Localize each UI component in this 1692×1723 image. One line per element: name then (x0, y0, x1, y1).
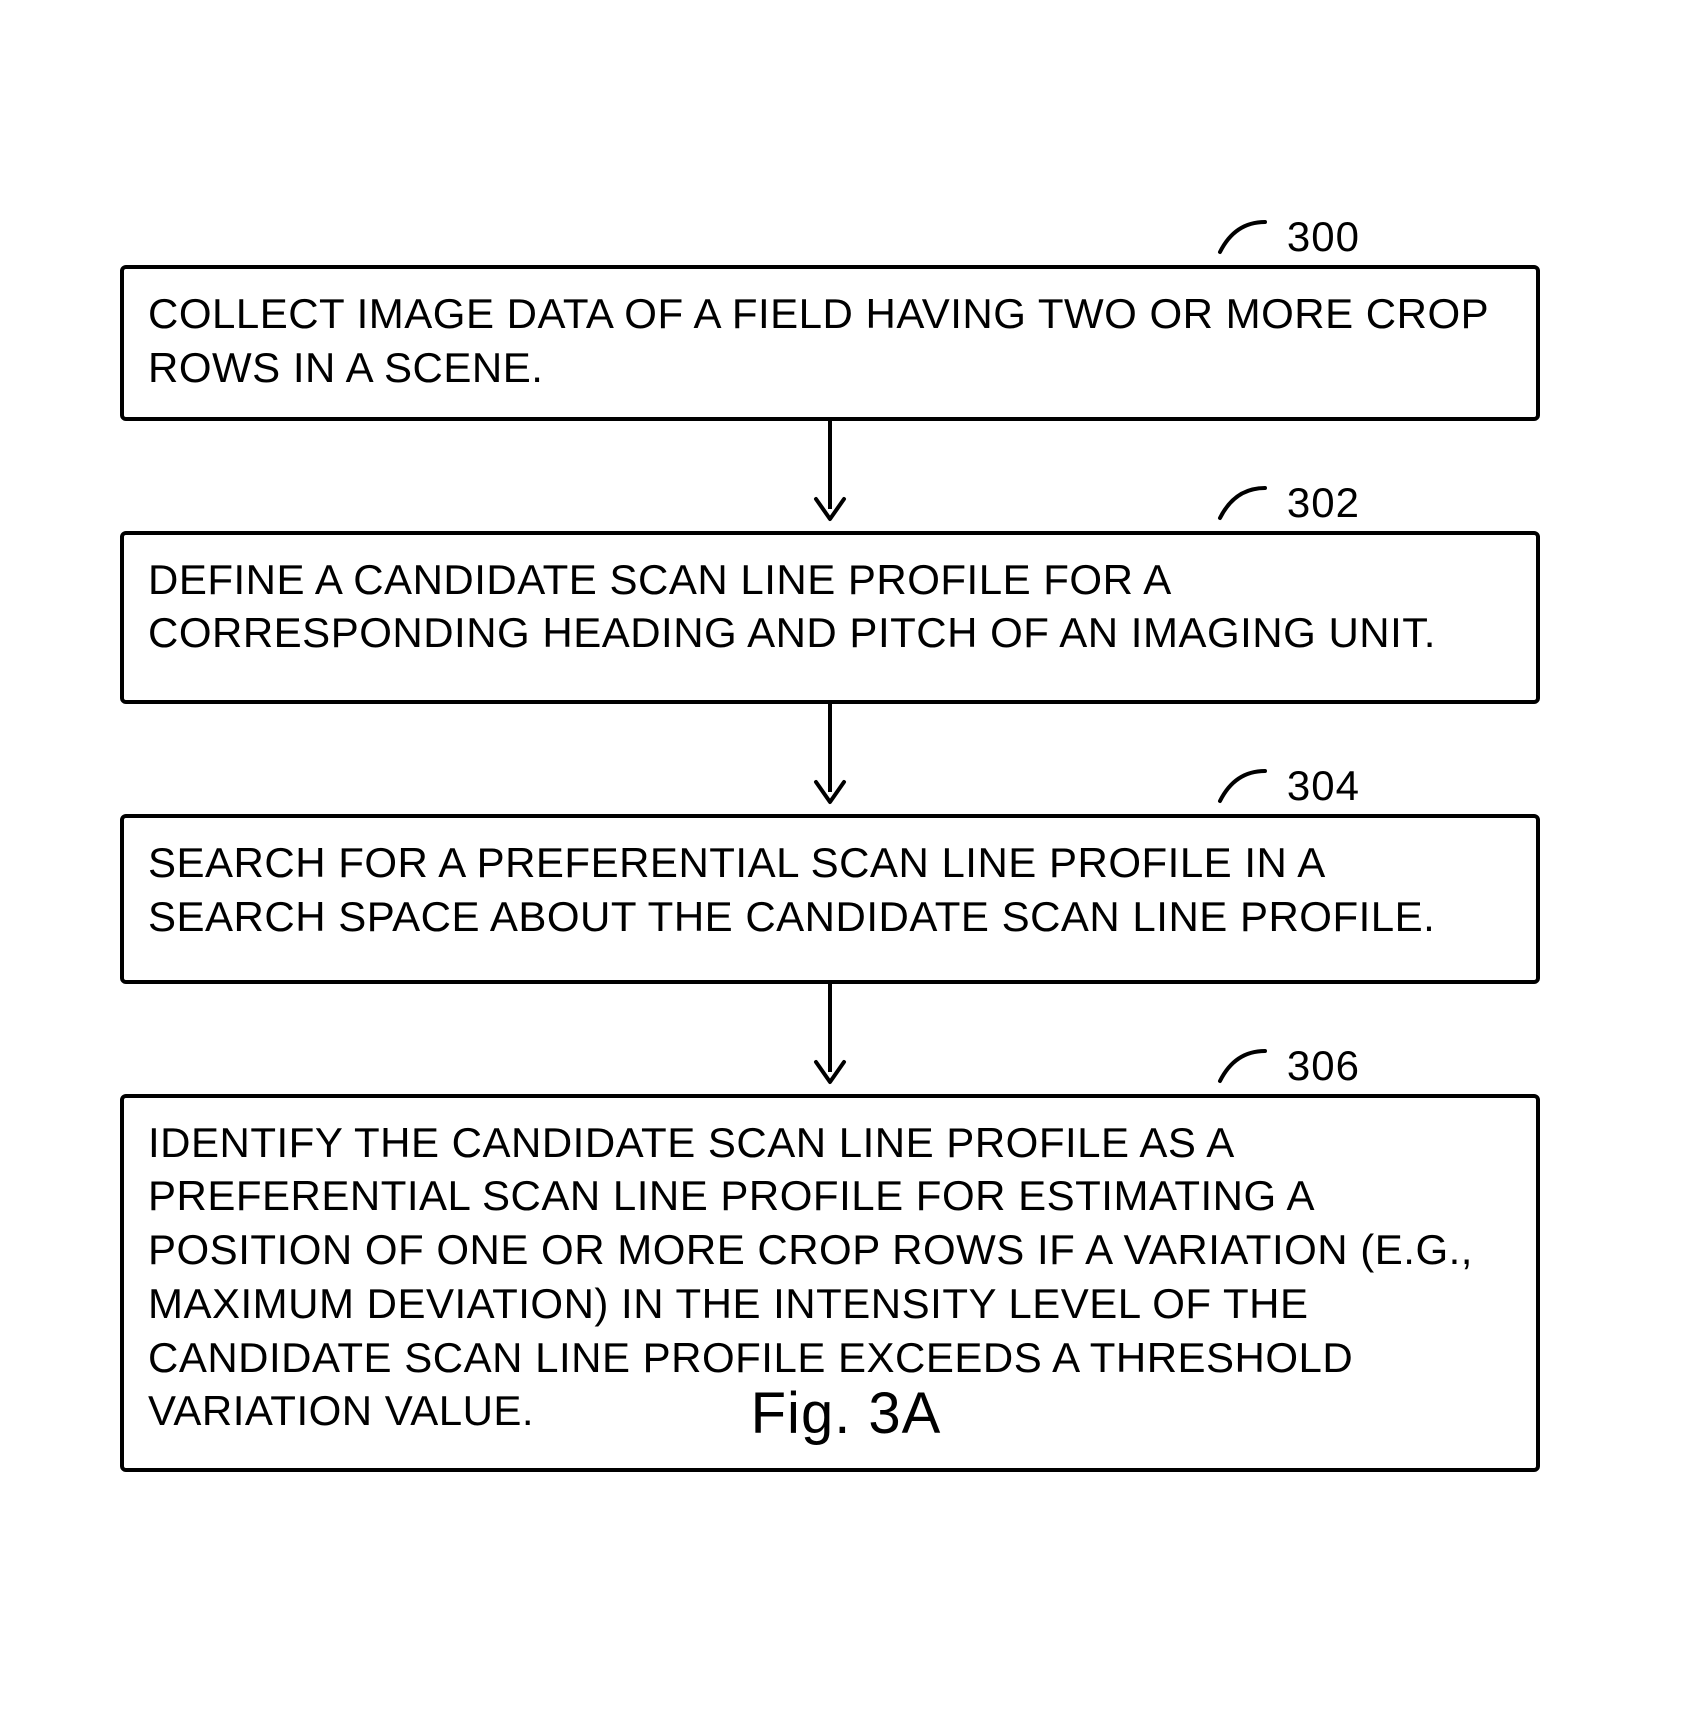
ref-arc-icon (1215, 483, 1270, 523)
step-text-2: SEARCH FOR A PREFERENTIAL SCAN LINE PROF… (148, 836, 1512, 944)
step-text-0: COLLECT IMAGE DATA OF A FIELD HAVING TWO… (148, 287, 1512, 395)
step-group-2: 304 SEARCH FOR A PREFERENTIAL SCAN LINE … (120, 814, 1540, 984)
step-ref-0: 300 (1287, 213, 1360, 261)
step-ref-2: 304 (1287, 762, 1360, 810)
step-ref-1: 302 (1287, 479, 1360, 527)
figure-caption: Fig. 3A (0, 1380, 1692, 1447)
ref-arc-icon (1215, 1046, 1270, 1086)
step-box-1: DEFINE A CANDIDATE SCAN LINE PROFILE FOR… (120, 531, 1540, 705)
ref-arc-icon (1215, 766, 1270, 806)
step-group-1: 302 DEFINE A CANDIDATE SCAN LINE PROFILE… (120, 531, 1540, 705)
step-box-0: COLLECT IMAGE DATA OF A FIELD HAVING TWO… (120, 265, 1540, 421)
page: 300 COLLECT IMAGE DATA OF A FIELD HAVING… (0, 0, 1692, 1723)
ref-arc-icon (1215, 217, 1270, 257)
step-group-0: 300 COLLECT IMAGE DATA OF A FIELD HAVING… (120, 265, 1540, 421)
flowchart-container: 300 COLLECT IMAGE DATA OF A FIELD HAVING… (120, 265, 1540, 1472)
step-text-1: DEFINE A CANDIDATE SCAN LINE PROFILE FOR… (148, 553, 1512, 661)
step-ref-3: 306 (1287, 1042, 1360, 1090)
step-box-2: SEARCH FOR A PREFERENTIAL SCAN LINE PROF… (120, 814, 1540, 984)
